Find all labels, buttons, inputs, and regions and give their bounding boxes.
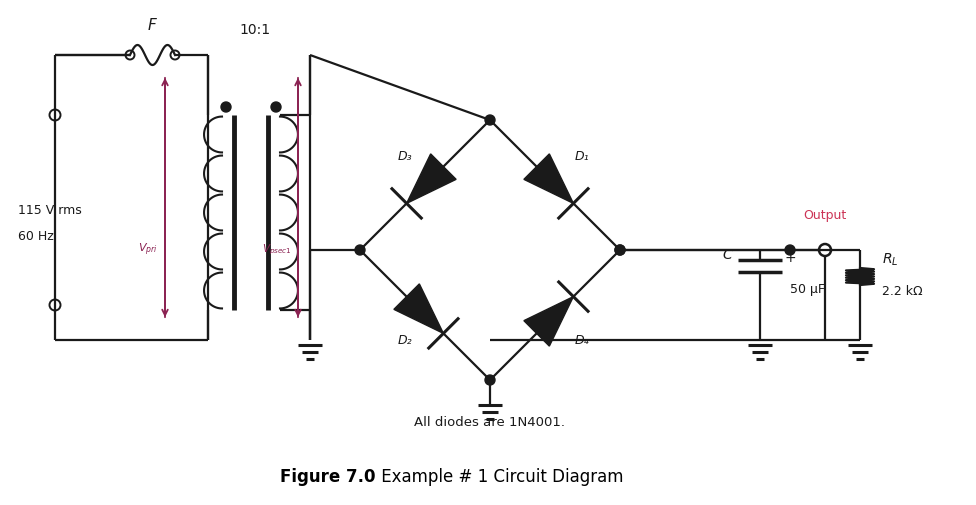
Text: 60 Hz: 60 Hz [18, 230, 54, 243]
Text: All diodes are 1N4001.: All diodes are 1N4001. [415, 417, 565, 429]
Circle shape [615, 245, 625, 255]
Polygon shape [394, 284, 443, 333]
Text: 50 μF: 50 μF [790, 283, 825, 296]
Circle shape [271, 102, 281, 112]
Polygon shape [524, 296, 573, 346]
Text: $R_L$: $R_L$ [882, 252, 899, 268]
Text: $V_{psec1}$: $V_{psec1}$ [263, 243, 292, 257]
Polygon shape [407, 154, 456, 204]
Text: Output: Output [803, 209, 846, 222]
Text: 115 V rms: 115 V rms [18, 204, 82, 217]
Text: +: + [785, 251, 796, 265]
Text: D₃: D₃ [397, 150, 412, 164]
Text: C: C [722, 248, 732, 262]
Text: Figure 7.0: Figure 7.0 [280, 468, 376, 486]
Circle shape [221, 102, 231, 112]
Text: D₄: D₄ [575, 333, 590, 346]
Text: 2.2 kΩ: 2.2 kΩ [882, 285, 922, 298]
Circle shape [355, 245, 365, 255]
Circle shape [615, 245, 625, 255]
Text: D₁: D₁ [575, 150, 590, 164]
Text: D₂: D₂ [397, 333, 412, 346]
Polygon shape [524, 154, 573, 204]
Text: F: F [147, 18, 156, 33]
Circle shape [785, 245, 795, 255]
Circle shape [485, 375, 495, 385]
Text: 10:1: 10:1 [239, 23, 270, 37]
Text: $V_{pri}$: $V_{pri}$ [139, 242, 158, 258]
Circle shape [485, 115, 495, 125]
Text: Example # 1 Circuit Diagram: Example # 1 Circuit Diagram [376, 468, 624, 486]
